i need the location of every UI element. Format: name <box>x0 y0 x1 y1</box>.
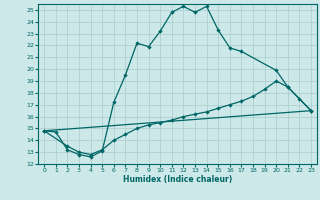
X-axis label: Humidex (Indice chaleur): Humidex (Indice chaleur) <box>123 175 232 184</box>
